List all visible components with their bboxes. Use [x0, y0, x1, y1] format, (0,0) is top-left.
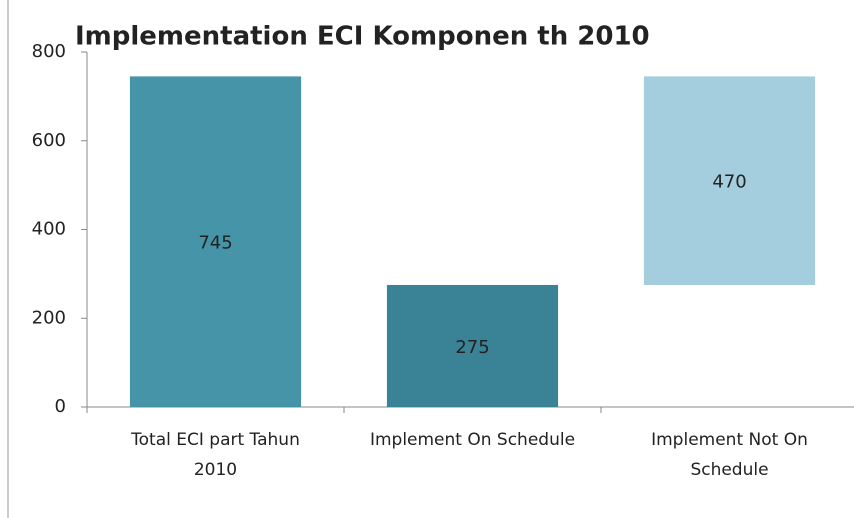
bar	[386, 284, 559, 407]
data-label: 470	[712, 172, 746, 193]
y-tick-label: 400	[32, 219, 66, 240]
y-tick-label: 600	[32, 130, 66, 151]
x-tick-label: Implement Not On Schedule	[651, 430, 808, 480]
bar	[643, 76, 816, 285]
y-tick-label: 0	[55, 396, 66, 417]
data-label: 745	[198, 233, 232, 254]
y-tick-label: 200	[32, 307, 66, 328]
x-tick-label: Total ECI part Tahun 2010	[131, 430, 300, 480]
x-tick-label: Implement On Schedule	[369, 430, 576, 450]
y-tick-label: 800	[32, 41, 66, 62]
data-label: 275	[455, 337, 489, 358]
chart-title: Implementation ECI Komponen th 2010	[75, 22, 650, 52]
bar	[129, 76, 302, 407]
